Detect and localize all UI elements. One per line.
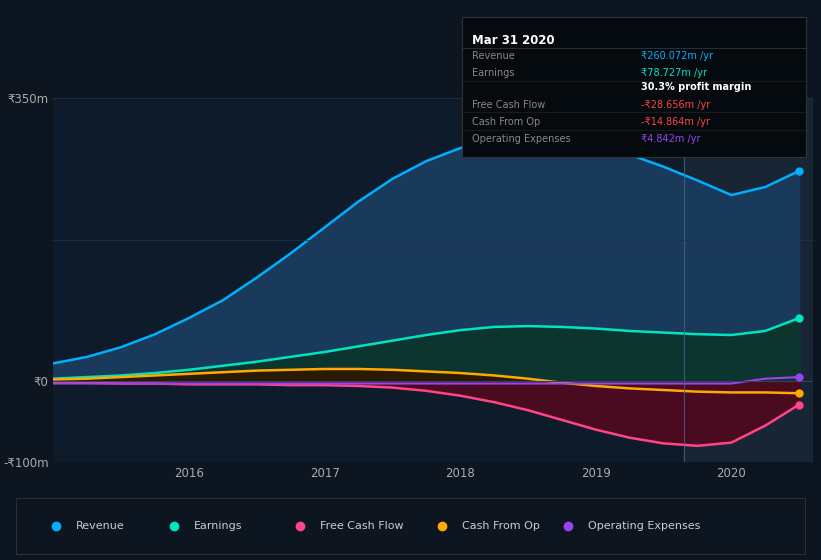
Text: Revenue: Revenue xyxy=(472,51,515,61)
Text: ₹78.727m /yr: ₹78.727m /yr xyxy=(641,68,707,78)
Text: ₹260.072m /yr: ₹260.072m /yr xyxy=(641,51,713,61)
Text: Cash From Op: Cash From Op xyxy=(472,117,540,127)
Text: Earnings: Earnings xyxy=(194,521,242,531)
Text: -₹14.864m /yr: -₹14.864m /yr xyxy=(641,117,710,127)
Text: Cash From Op: Cash From Op xyxy=(461,521,539,531)
Text: Free Cash Flow: Free Cash Flow xyxy=(472,100,546,110)
Bar xyxy=(684,98,813,462)
Text: Operating Expenses: Operating Expenses xyxy=(472,134,571,144)
Text: Operating Expenses: Operating Expenses xyxy=(588,521,700,531)
Text: ₹4.842m /yr: ₹4.842m /yr xyxy=(641,134,700,144)
Text: Revenue: Revenue xyxy=(76,521,124,531)
Text: Mar 31 2020: Mar 31 2020 xyxy=(472,34,555,47)
Text: Earnings: Earnings xyxy=(472,68,515,78)
Text: Free Cash Flow: Free Cash Flow xyxy=(320,521,403,531)
Text: -₹28.656m /yr: -₹28.656m /yr xyxy=(641,100,710,110)
Text: 30.3% profit margin: 30.3% profit margin xyxy=(641,82,751,92)
